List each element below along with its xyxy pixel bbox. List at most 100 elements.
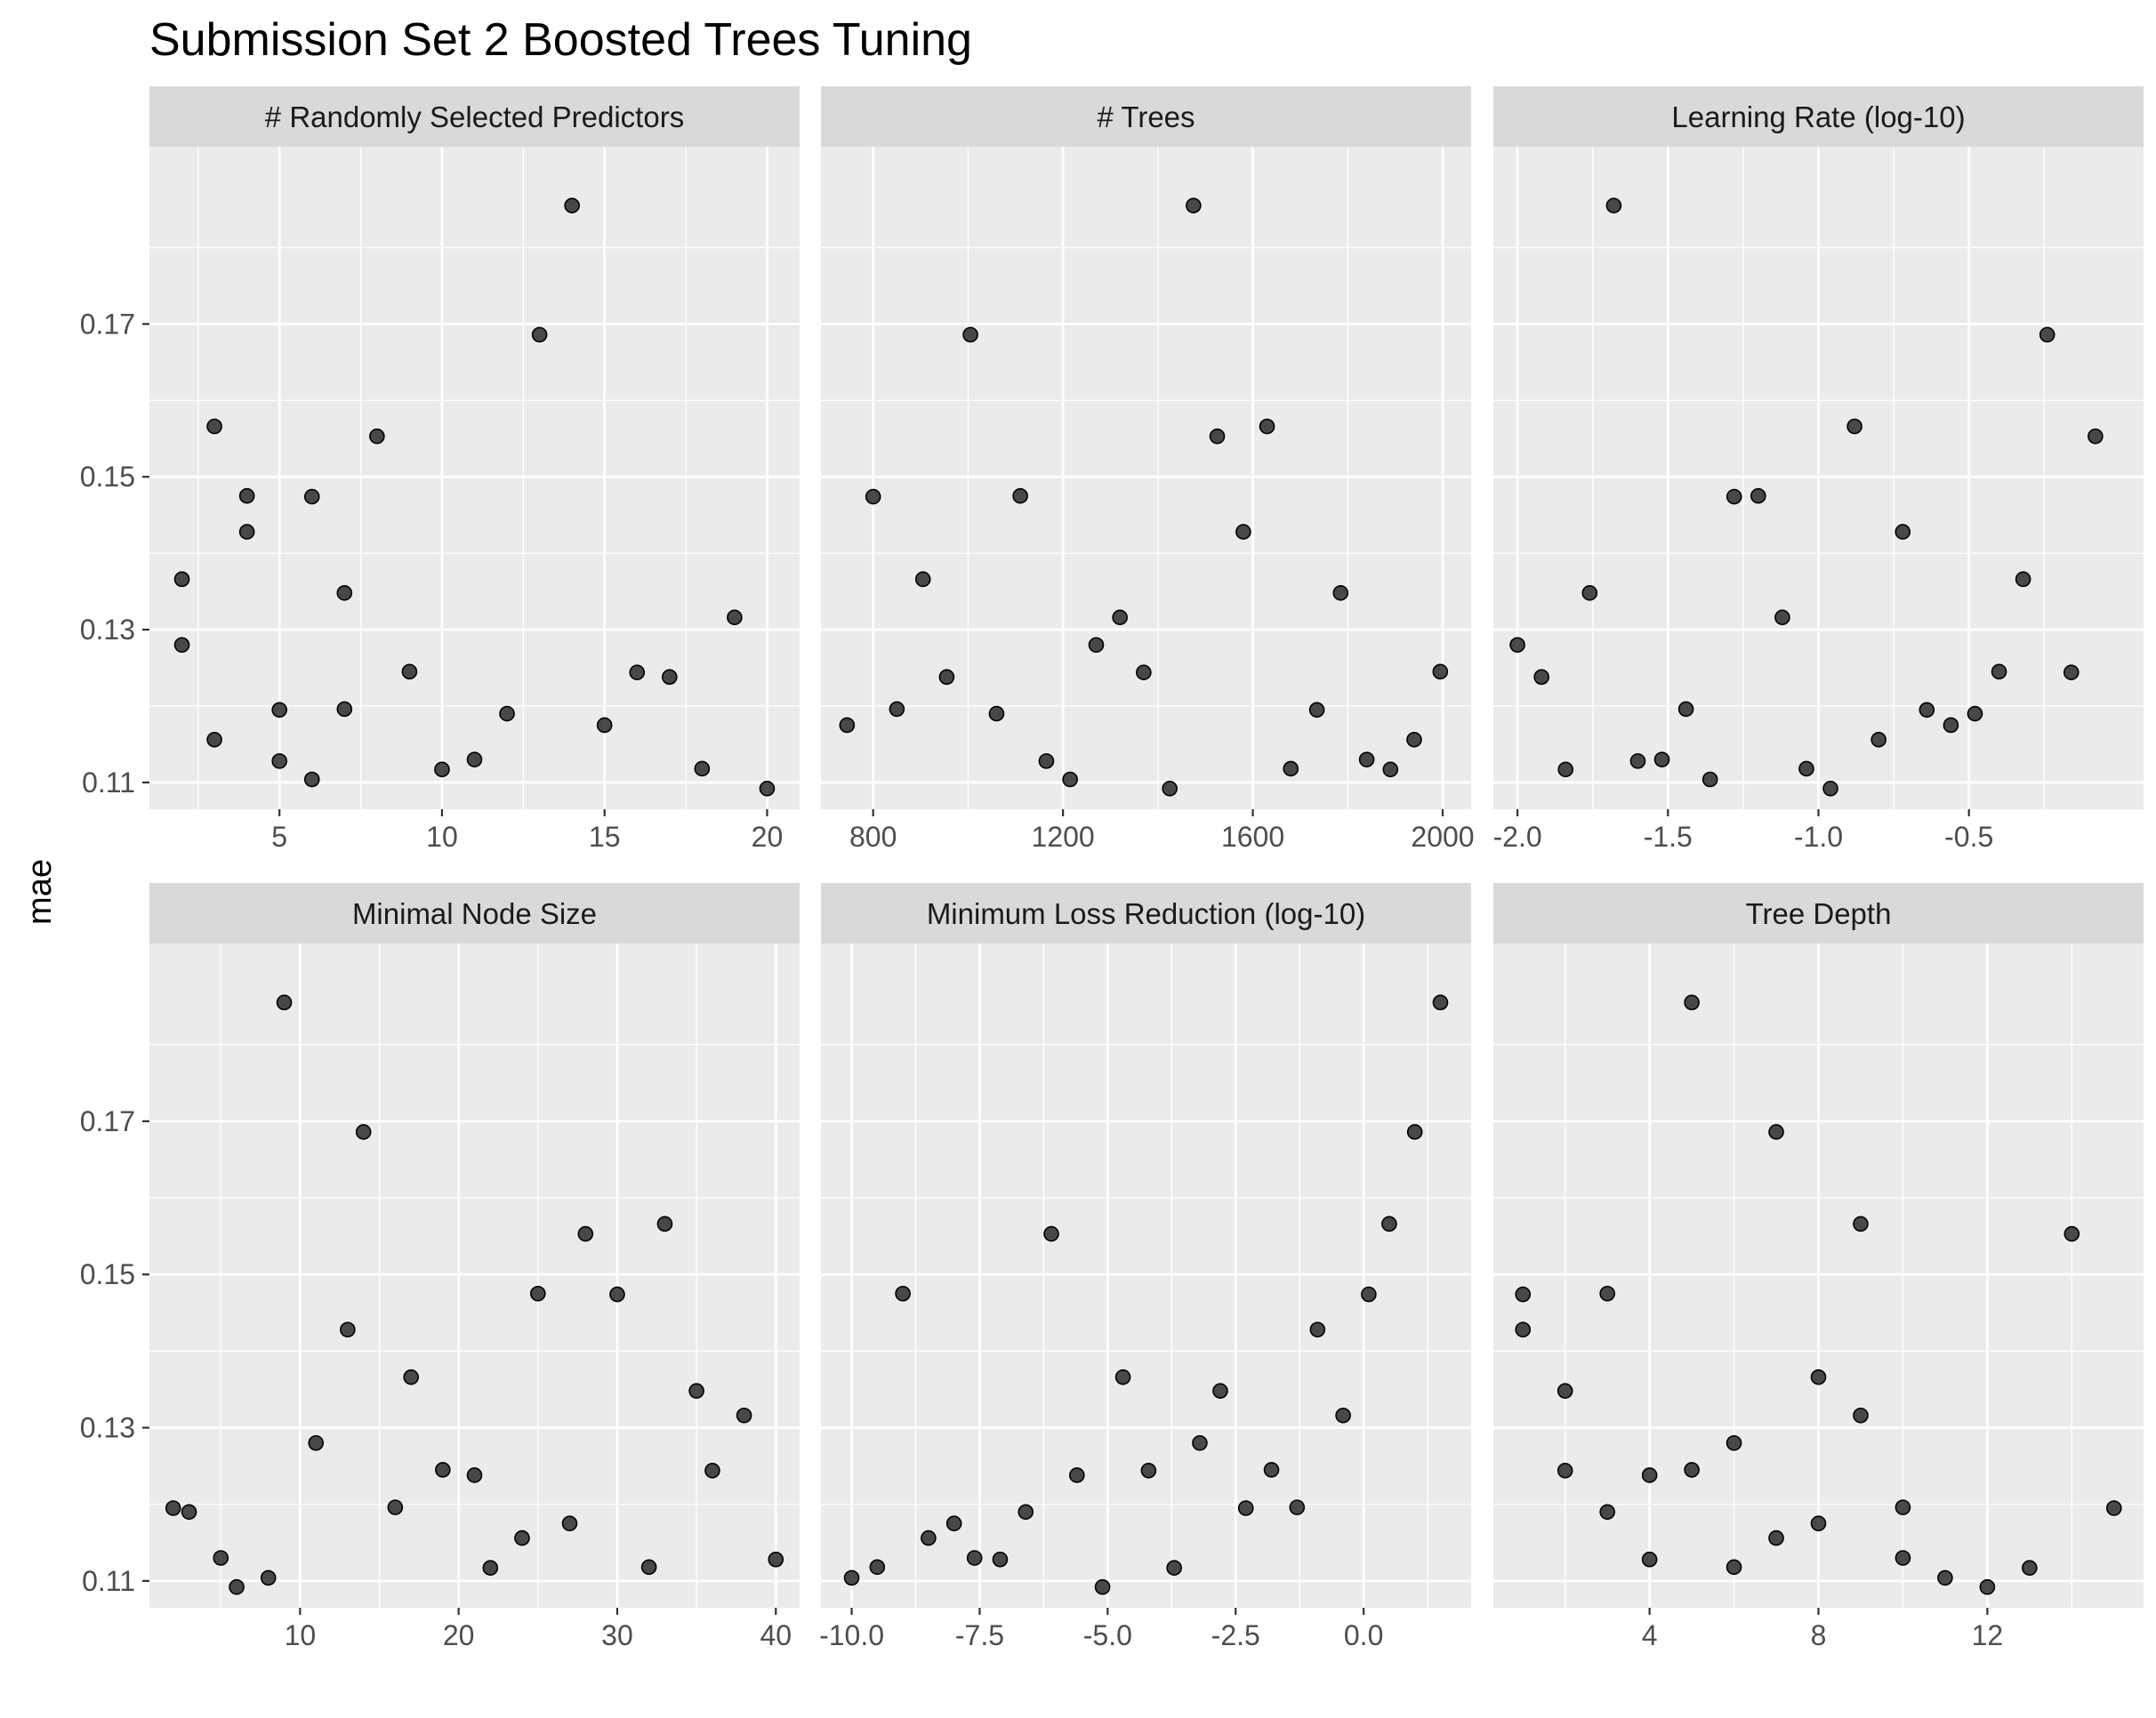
- facet-strip: [149, 883, 800, 943]
- scatter-point: [1263, 1462, 1280, 1478]
- scatter-point: [466, 751, 483, 767]
- scatter-point: [966, 1550, 983, 1566]
- gridlines: [149, 147, 800, 809]
- x-tick-label: 20: [443, 1619, 475, 1651]
- scatter-point: [1810, 1369, 1827, 1385]
- scatter-point: [2088, 428, 2104, 445]
- x-tick-label: -1.5: [1644, 821, 1693, 853]
- facet-strip-label: Minimal Node Size: [352, 897, 597, 930]
- y-tick-label: 0.15: [80, 1258, 135, 1290]
- gridlines: [149, 943, 800, 1608]
- scatter-point: [688, 1383, 704, 1399]
- facet-strip-label: # Randomly Selected Predictors: [265, 100, 684, 133]
- y-tick-label: 0.15: [80, 461, 135, 493]
- x-tick-label: 0.0: [1344, 1619, 1383, 1651]
- x-tick-label: 8: [1811, 1619, 1827, 1651]
- scatter-point: [914, 571, 931, 588]
- facet-panel: Tree Depth 4 8 12: [1493, 883, 2144, 1651]
- scatter-point: [992, 1551, 1009, 1568]
- y-tick-label: 0.17: [80, 308, 135, 340]
- scatter-point: [1557, 1383, 1573, 1399]
- x-axis: 10 20 30 40: [285, 1608, 792, 1651]
- scatter-point: [1432, 663, 1449, 680]
- y-axis: 0.11 0.13 0.15 0.17: [80, 1105, 149, 1597]
- scatter-point: [869, 1559, 886, 1576]
- x-tick-label: 800: [849, 821, 897, 853]
- scatter-point: [661, 669, 678, 686]
- x-tick-label: 10: [285, 1619, 317, 1651]
- scatter-point: [656, 1216, 673, 1232]
- scatter-point: [1136, 664, 1152, 680]
- y-tick-label: 0.13: [80, 1412, 135, 1444]
- scatter-point: [1599, 1285, 1615, 1302]
- x-axis: 800 1200 1600 2000: [849, 809, 1475, 853]
- scatter-point: [1283, 760, 1299, 777]
- scatter-point: [1768, 1529, 1784, 1546]
- scatter-point: [369, 428, 385, 445]
- scatter-point: [1629, 753, 1646, 769]
- scatter-point: [2015, 571, 2031, 588]
- scatter-point: [1381, 1216, 1397, 1232]
- scatter-point: [1701, 771, 1718, 788]
- scatter-point: [577, 1225, 594, 1242]
- scatter-point: [561, 1515, 578, 1532]
- scatter-point: [609, 1286, 625, 1303]
- scatter-point: [704, 1462, 720, 1479]
- x-tick-label: -0.5: [1944, 821, 1993, 853]
- data-points: [165, 994, 784, 1595]
- scatter-point: [434, 761, 450, 778]
- scatter-point: [2063, 664, 2080, 680]
- scatter-point: [640, 1559, 657, 1576]
- scatter-point: [260, 1569, 277, 1586]
- facet-strip-label: Minimum Loss Reduction (log-10): [927, 897, 1365, 930]
- scatter-point: [1870, 732, 1886, 748]
- x-tick-label: 1200: [1032, 821, 1095, 853]
- y-tick-label: 0.11: [82, 767, 135, 799]
- scatter-point: [1308, 702, 1325, 719]
- scatter-point: [1557, 761, 1574, 778]
- scatter-point: [1943, 717, 1959, 734]
- scatter-point: [530, 1285, 546, 1302]
- x-tick-label: 15: [589, 821, 621, 853]
- scatter-point: [1140, 1462, 1157, 1479]
- scatter-point: [303, 771, 320, 788]
- data-points: [1515, 994, 2122, 1595]
- scatter-point: [173, 637, 190, 654]
- scatter-point: [1750, 487, 1766, 504]
- x-tick-label: -10.0: [819, 1619, 884, 1651]
- scatter-point: [1509, 637, 1525, 654]
- scatter-point: [271, 702, 288, 719]
- scatter-point: [482, 1560, 499, 1576]
- scatter-point: [1895, 1499, 1911, 1515]
- scatter-point: [1768, 1124, 1784, 1140]
- facet-strip: [1493, 883, 2144, 943]
- scatter-point: [1062, 771, 1078, 788]
- scatter-point: [1846, 418, 1862, 435]
- x-tick-label: -1.0: [1794, 821, 1843, 853]
- scatter-point: [206, 418, 222, 435]
- scatter-point: [1162, 780, 1178, 797]
- facet-strip-label: # Trees: [1097, 100, 1195, 133]
- scatter-point: [1038, 753, 1055, 769]
- scatter-point: [1653, 751, 1670, 767]
- chart-title: Submission Set 2 Boosted Trees Tuning: [149, 14, 972, 66]
- scatter-point: [213, 1550, 229, 1566]
- scatter-point: [843, 1569, 860, 1586]
- scatter-point: [1406, 1124, 1423, 1140]
- gridlines: [821, 943, 1471, 1608]
- x-tick-label: -2.5: [1211, 1619, 1260, 1651]
- scatter-point: [181, 1504, 197, 1521]
- scatter-point: [988, 705, 1005, 722]
- facet-panel: # Randomly Selected Predictors 5 10 15 20 0.1…: [80, 86, 800, 853]
- scatter-point: [1599, 1504, 1615, 1521]
- facet-strip-label: Learning Rate (log-10): [1671, 100, 1965, 133]
- scatter-point: [401, 663, 418, 680]
- scatter-point: [1166, 1560, 1182, 1576]
- scatter-point: [1810, 1515, 1827, 1532]
- scatter-point: [1332, 585, 1349, 601]
- scatter-point: [1605, 197, 1622, 213]
- x-tick-label: -7.5: [955, 1619, 1004, 1651]
- scatter-point: [1361, 1286, 1377, 1303]
- gridlines: [1493, 147, 2144, 809]
